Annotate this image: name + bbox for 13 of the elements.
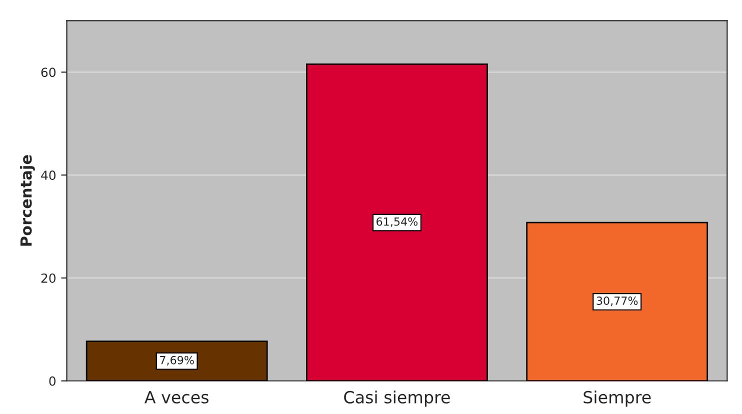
y-tick-label: 40: [41, 170, 56, 180]
bar: [306, 64, 488, 381]
bar: [526, 222, 708, 381]
y-tick-label: 0: [49, 376, 56, 386]
data-label: 30,77%: [596, 296, 638, 306]
y-tick-label: 60: [41, 68, 56, 78]
x-tick-label: Casi siempre: [344, 390, 450, 407]
y-tick-label: 20: [41, 273, 56, 283]
x-tick-label: Siempre: [584, 390, 651, 407]
x-tick-label: A veces: [144, 391, 208, 404]
y-axis-title: Porcentaje: [20, 155, 35, 246]
data-label: 61,54%: [376, 217, 418, 227]
data-label: 7,69%: [160, 356, 194, 366]
